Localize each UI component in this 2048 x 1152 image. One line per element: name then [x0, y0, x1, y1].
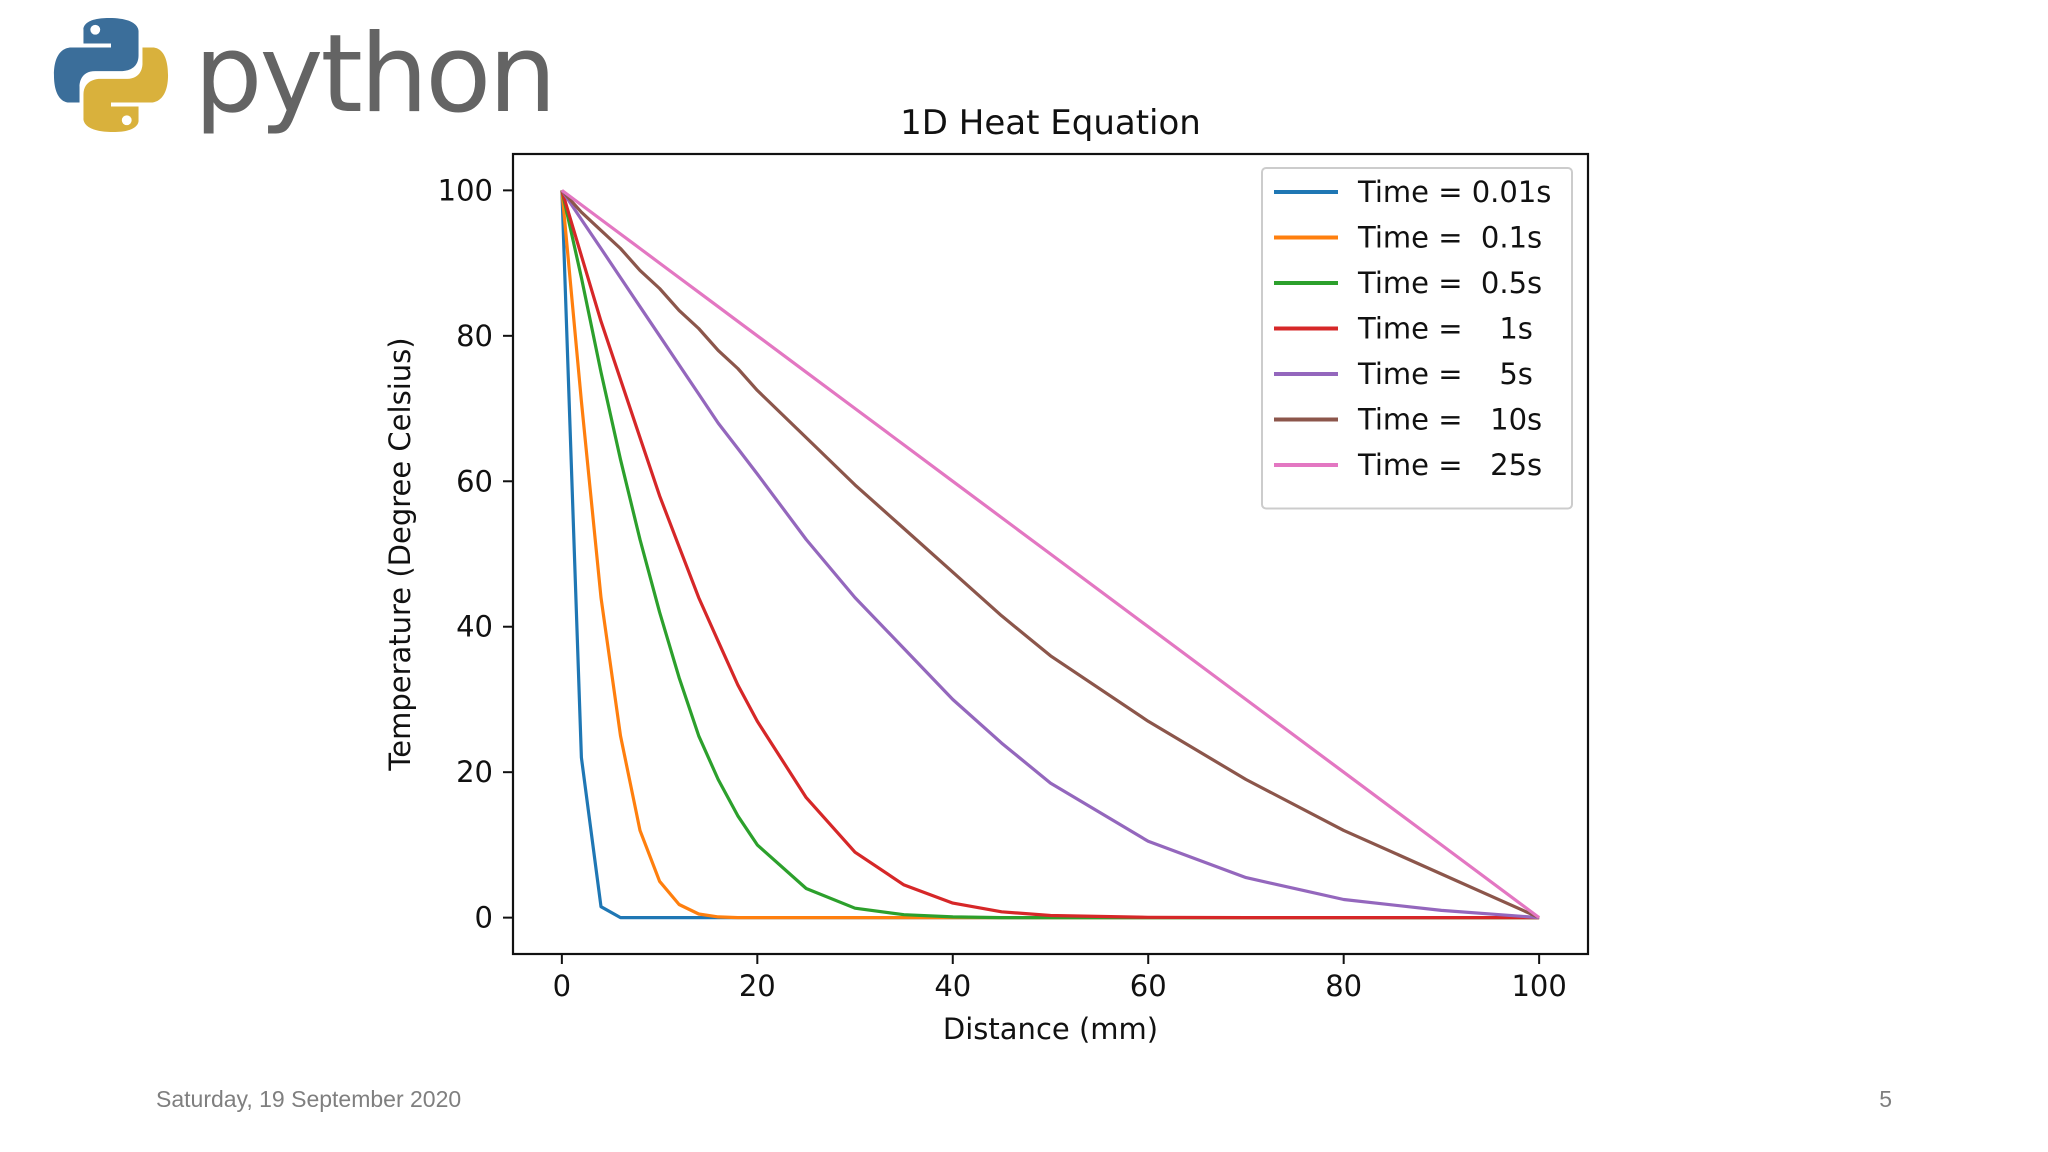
y-axis-ticks: 0 20 40 60 80 100 [438, 173, 513, 935]
y-axis-label: Temperature (Degree Celsius) [383, 337, 417, 771]
y-tick-label: 60 [456, 464, 493, 498]
legend: Time = 0.01s Time = 0.1s Time = 0.5s Time =… [1261, 167, 1573, 510]
y-tick-label: 40 [456, 610, 493, 644]
legend-box [1261, 167, 1573, 510]
plot-lines [560, 189, 1541, 920]
legend-label: Time = 25s [1357, 448, 1542, 482]
x-axis-label: Distance (mm) [943, 1012, 1158, 1046]
slide-page-number: 5 [1879, 1086, 1892, 1112]
python-logo-icon [53, 17, 169, 133]
chart-title: 1D Heat Equation [900, 103, 1201, 143]
logo-text: python [194, 12, 557, 137]
x-tick-label: 80 [1325, 969, 1362, 1003]
x-tick-label: 20 [739, 969, 776, 1003]
x-tick-label: 100 [1511, 969, 1566, 1003]
legend-label: Time = 1s [1357, 312, 1533, 346]
legend-label: Time = 5s [1357, 357, 1533, 391]
y-tick-label: 20 [456, 755, 493, 789]
legend-label: Time = 10s [1357, 403, 1542, 437]
slide-date: Saturday, 19 September 2020 [156, 1086, 462, 1112]
series-line-3 [560, 189, 1540, 920]
legend-label: Time = 0.01s [1357, 175, 1551, 209]
y-tick-label: 100 [438, 173, 493, 207]
python-logo: python [52, 12, 557, 137]
x-tick-label: 60 [1130, 969, 1167, 1003]
plot-frame [511, 152, 1590, 956]
x-tick-label: 0 [553, 969, 571, 1003]
series-line-4 [560, 189, 1540, 920]
x-axis-ticks: 0 20 40 60 80 100 [553, 954, 1567, 1003]
legend-label: Time = 0.5s [1357, 266, 1542, 300]
legend-label: Time = 0.1s [1357, 221, 1542, 255]
y-tick-label: 0 [475, 901, 493, 935]
y-tick-label: 80 [456, 319, 493, 353]
series-line-5 [560, 189, 1540, 920]
x-tick-label: 40 [934, 969, 971, 1003]
series-line-6 [560, 189, 1541, 919]
